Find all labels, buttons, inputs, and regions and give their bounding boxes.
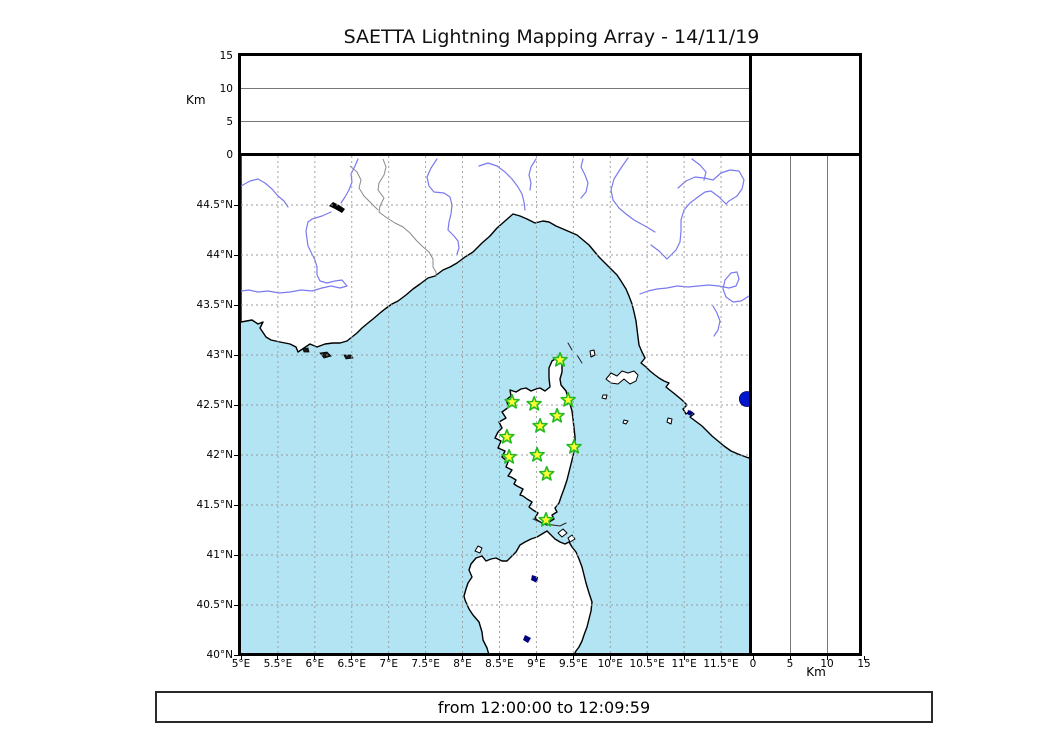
altitude-tick-label: 10 [219,83,233,95]
page-title: SAETTA Lightning Mapping Array - 14/11/1… [343,26,760,48]
lma-station-marker [499,428,515,444]
island-maddalena [557,528,568,538]
lon-tick-label: 8°E [453,658,472,670]
lon-tick [425,656,427,660]
lightning-source-marker [738,391,749,407]
altitude-gridline [241,121,749,122]
lon-tick [277,656,279,660]
lagoon-argentario [687,410,693,416]
lon-tick [314,656,316,660]
axis-spine [238,653,862,656]
lma-station-marker [526,395,542,411]
axis-spine [859,53,862,656]
lake-sardinia [523,635,531,643]
island-giglio [666,417,673,425]
lon-tick [646,656,648,660]
island-hyeres [319,351,332,359]
lat-tick-label: 42°N [206,449,233,461]
lon-tick-label: 8.5°E [485,658,514,670]
altitude-tick-label: 5 [226,116,233,128]
altitude-tick-label: 0 [226,149,233,161]
altitude-gridline [241,88,749,89]
axis-spine [238,53,862,56]
altitude-gridline [827,156,828,653]
altitude-tick [863,656,865,660]
coast-segment [567,342,573,351]
lon-tick-label: 11°E [671,658,697,670]
lma-station-marker [566,438,582,454]
lma-station-marker [552,351,568,367]
lon-tick [609,656,611,660]
lon-tick-label: 6.5°E [337,658,367,670]
axis-spine [238,53,241,656]
lon-tick-label: 7°E [379,658,398,670]
lma-station-marker [532,417,548,433]
lat-tick-label: 41°N [206,549,233,561]
lon-tick [572,656,574,660]
time-range-text: from 12:00:00 to 12:09:59 [437,697,651,717]
island-sardinia [463,530,593,653]
lon-tick [462,656,464,660]
lon-tick [683,656,685,660]
km-axis-label-left: Km [186,93,206,107]
lat-tick-label: 41.5°N [196,499,233,511]
lma-station-marker [501,448,517,464]
lon-tick-label: 6°E [305,658,325,670]
lat-tick-label: 43.5°N [196,299,233,311]
altitude-tick-label: 15 [219,50,233,62]
lon-tick [240,656,242,660]
island-hyeres [302,347,310,353]
lon-tick-label: 5°E [231,658,251,670]
country-border [377,158,437,277]
lon-tick-label: 10.5°E [629,658,665,670]
lon-tick [535,656,537,660]
lat-tick-label: 40°N [206,649,233,661]
lma-station-marker [538,511,554,527]
coast-segment [532,518,567,527]
axis-spine [749,53,752,656]
lma-station-marker [549,407,565,423]
country-border [349,165,379,211]
lat-tick-label: 44°N [206,249,233,261]
lat-tick-label: 44.5°N [196,199,233,211]
lat-tick-label: 40.5°N [196,599,233,611]
altitude-tick-label: 15 [857,658,871,670]
lon-tick-label: 7.5°E [411,658,440,670]
lon-tick [498,656,500,660]
altitude-gridline [790,156,791,653]
lon-tick [388,656,390,660]
island-elba [605,370,639,385]
island-hyeres [343,354,354,360]
altitude-tick-label: 0 [749,658,757,670]
altitude-tick [789,656,791,660]
island-asinara [474,545,483,554]
km-axis-label-bottom: Km [806,665,826,679]
island-pianosa [601,394,608,400]
lma-station-marker [538,465,555,481]
lon-tick-label: 10°E [597,658,623,670]
lon-tick-label: 11.5°E [703,658,739,670]
lma-station-marker [560,391,576,407]
lon-tick-label: 9°E [527,658,546,670]
lon-tick [351,656,353,660]
lat-tick-label: 42.5°N [196,399,233,411]
map-canvas [241,156,749,653]
island-montecristo [622,419,629,425]
coast-segment [576,354,583,364]
altitude-tick [826,656,828,660]
lon-tick-label: 9.5°E [559,658,588,670]
lma-station-marker [529,446,545,462]
lma-station-marker [504,393,520,409]
lon-tick-label: 5.5°E [263,658,293,670]
lat-tick-label: 43°N [206,349,233,361]
altitude-tick [752,656,754,660]
markers-layer [499,351,749,527]
time-range-box: from 12:00:00 to 12:09:59 [155,691,933,723]
axis-spine [238,153,862,156]
lon-tick [720,656,722,660]
